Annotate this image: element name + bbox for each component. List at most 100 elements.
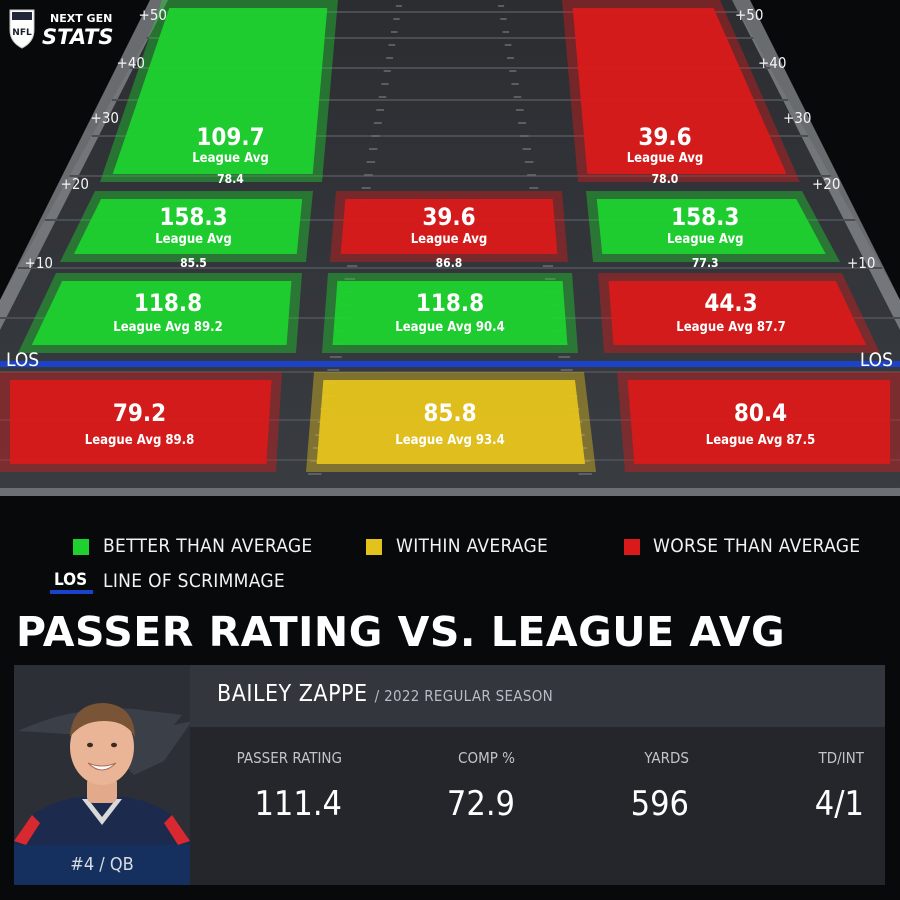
player-season: / 2022 REGULAR SEASON: [374, 687, 554, 705]
zone-league-avg-label: League Avg: [627, 151, 704, 166]
yard-mark-right-50: +50: [735, 6, 763, 24]
los-line: [0, 361, 900, 367]
yard-mark-left-20: +20: [61, 175, 89, 193]
stat-label-yards: YARDS: [644, 749, 689, 767]
legend-swatch-within: [366, 539, 382, 555]
zone-league-avg-value: 85.5: [180, 256, 207, 270]
zone-league-avg-label: League Avg 93.4: [395, 433, 505, 448]
zone-rating: 109.7: [196, 123, 264, 151]
stat-value-passer-rating: 111.4: [254, 784, 342, 824]
legend-label-within: WITHIN AVERAGE: [396, 535, 549, 557]
zone-rating: 118.8: [134, 289, 202, 317]
yard-mark-right-30: +30: [783, 109, 811, 127]
zone-inner: [31, 281, 292, 345]
zone-inner: [332, 281, 568, 345]
zone-inner: [608, 281, 867, 345]
zone-inner: [572, 8, 787, 174]
left-sideline: [0, 0, 168, 330]
zone-inner: [340, 199, 558, 254]
zone-behind-left: 79.2 League Avg 89.8: [0, 372, 282, 472]
zone-rating: 44.3: [704, 289, 757, 317]
logo-line1: NEXT GEN: [50, 12, 112, 25]
zone-rating: 158.3: [671, 203, 739, 231]
stat-label-comp-pct: COMP %: [458, 749, 515, 767]
legend-los-tag-text: LOS: [54, 570, 88, 590]
jersey-bar: #4 / QB: [14, 845, 190, 885]
stat-value-yards: 596: [630, 784, 689, 824]
zone-league-avg-label: League Avg 89.8: [85, 433, 195, 448]
stat-value-comp-pct: 72.9: [446, 784, 515, 824]
stat-label-td-int: TD/INT: [818, 749, 865, 767]
zone-league-avg-label: League Avg 89.2: [113, 320, 223, 335]
player-card: #4 / QB BAILEY ZAPPE / 2022 REGULAR SEAS…: [14, 665, 885, 885]
yard-mark-right-10: +10: [847, 254, 875, 272]
zone-short-left: 118.8 League Avg 89.2: [18, 273, 302, 353]
yard-mark-left-10: +10: [25, 254, 53, 272]
zone-league-avg-label: League Avg 87.7: [676, 320, 786, 335]
legend-label-los: LINE OF SCRIMMAGE: [103, 570, 285, 592]
player-photo: #4 / QB: [14, 665, 190, 885]
zone-rating: 39.6: [638, 123, 691, 151]
legend-los-underline: [50, 590, 93, 594]
logo-badge-text: NFL: [12, 28, 32, 38]
player-name-line: BAILEY ZAPPE / 2022 REGULAR SEASON: [217, 681, 553, 707]
zone-inner: [596, 199, 826, 254]
zone-short-right: 44.3 League Avg 87.7: [598, 273, 880, 353]
page-title: PASSER RATING VS. LEAGUE AVG: [16, 608, 786, 656]
yard-mark-left-40: +40: [117, 54, 145, 72]
zone-rating: 85.8: [423, 399, 476, 427]
legend-swatch-worse: [624, 539, 640, 555]
zone-rating: 118.8: [416, 289, 484, 317]
yard-mark-right-40: +40: [758, 54, 786, 72]
legend-label-worse: WORSE THAN AVERAGE: [653, 535, 861, 557]
field-bottom-edge: [0, 488, 900, 496]
zone-short-middle: 118.8 League Avg 90.4: [322, 273, 578, 353]
logo-line2: STATS: [42, 25, 114, 49]
yard-mark-left-30: +30: [91, 109, 119, 127]
player-name-band: BAILEY ZAPPE / 2022 REGULAR SEASON: [190, 665, 885, 727]
zone-behind-right: 80.4 League Avg 87.5: [617, 372, 900, 472]
zone-league-avg-value: 78.4: [217, 172, 244, 186]
zone-behind-middle: 85.8 League Avg 93.4: [306, 372, 596, 472]
zone-league-avg-label: League Avg 87.5: [706, 433, 816, 448]
los-label-left: LOS: [6, 349, 39, 371]
player-name: BAILEY ZAPPE: [217, 681, 368, 707]
legend-label-better: BETTER THAN AVERAGE: [103, 535, 313, 557]
yard-mark-right-20: +20: [812, 175, 840, 193]
los-label-right: LOS: [860, 349, 893, 371]
zone-league-avg-label: League Avg: [667, 232, 744, 247]
legend-los-tag: LOS: [50, 570, 93, 594]
legend: BETTER THAN AVERAGE WITHIN AVERAGE WORSE…: [0, 530, 900, 600]
zone-inner: [10, 380, 272, 464]
zone-league-avg-value: 78.0: [652, 172, 679, 186]
player-jersey-position: #4 / QB: [70, 854, 134, 875]
zone-league-avg-label: League Avg: [192, 151, 269, 166]
stat-label-passer-rating: PASSER RATING: [236, 749, 342, 767]
player-portrait-image: [14, 703, 190, 885]
yard-numbers: +50 +40 +30 +20 +10 +50 +40 +30 +20 +10: [25, 6, 876, 272]
legend-swatch-better: [73, 539, 89, 555]
stat-value-td-int: 4/1: [814, 784, 864, 824]
zone-rating: 79.2: [113, 399, 166, 427]
yard-mark-left-50: +50: [139, 6, 167, 24]
zone-league-avg-label: League Avg: [411, 232, 488, 247]
zone-inner: [73, 199, 303, 254]
zone-inner: [316, 380, 586, 464]
zone-rating: 158.3: [159, 203, 227, 231]
zone-league-avg-value: 77.3: [692, 256, 719, 270]
zone-league-avg-label: League Avg 90.4: [395, 320, 505, 335]
zone-rating: 80.4: [734, 399, 787, 427]
zone-inner: [627, 380, 890, 464]
zone-rating: 39.6: [422, 203, 475, 231]
zone-league-avg-value: 86.8: [436, 256, 463, 270]
zone-league-avg-label: League Avg: [155, 232, 232, 247]
next-gen-stats-logo: NFL NEXT GEN STATS: [9, 9, 114, 49]
right-sideline: [732, 0, 900, 330]
